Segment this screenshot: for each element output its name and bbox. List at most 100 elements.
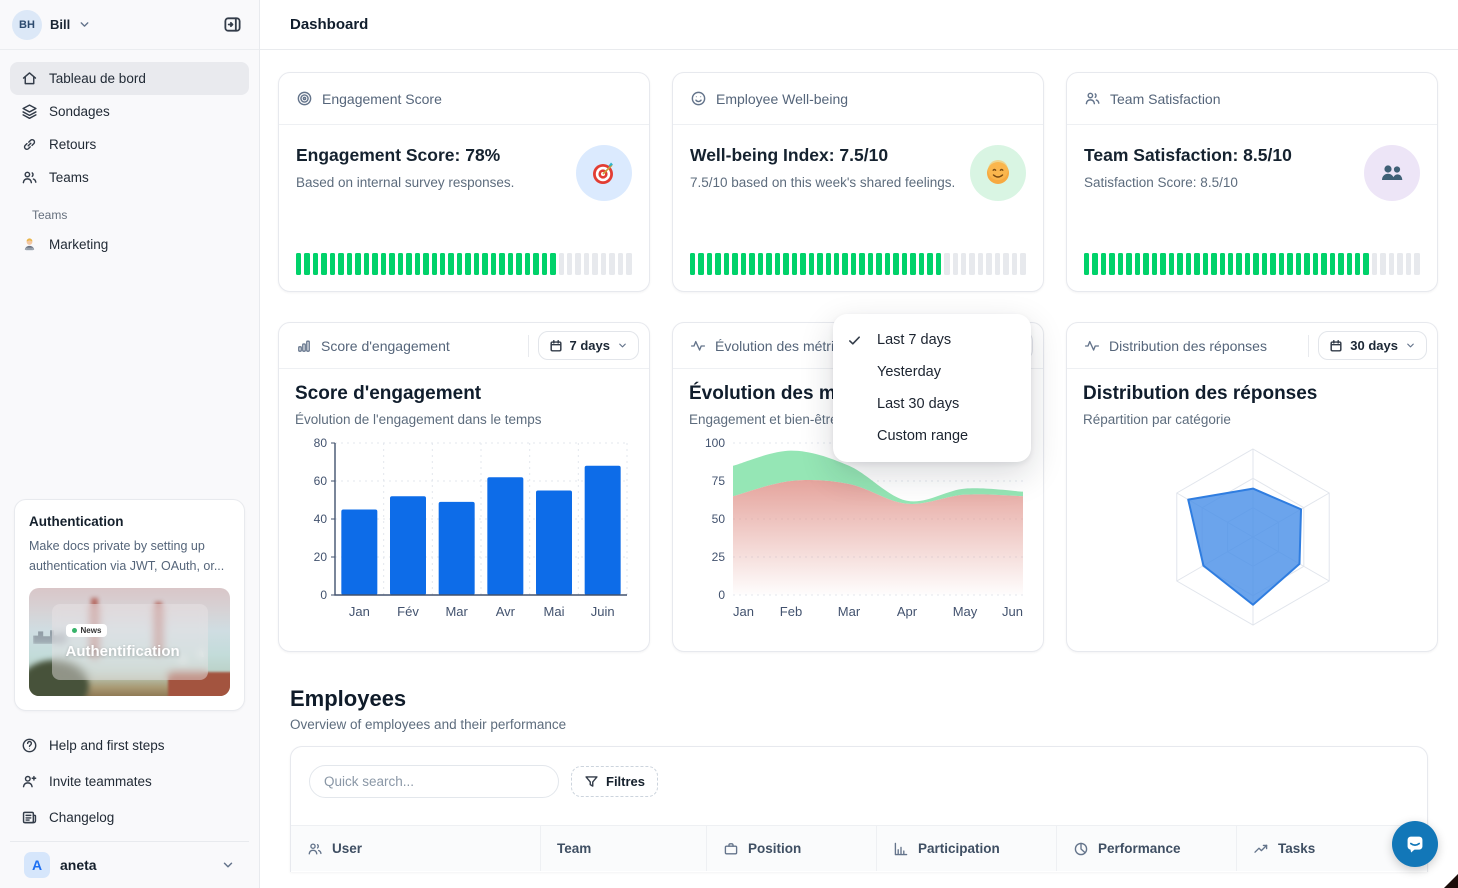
chat-launcher-button[interactable] — [1392, 821, 1438, 867]
engagement-score-card: Engagement Score Engagement Score: 78% B… — [278, 72, 650, 292]
chart-title: Score d'engagement — [295, 383, 482, 404]
collapse-sidebar-button[interactable] — [217, 10, 247, 40]
card-header: Engagement Score — [279, 73, 649, 125]
card-body: Well-being Index: 7.5/10 7.5/10 based on… — [673, 125, 1043, 291]
svg-text:Mai: Mai — [544, 604, 565, 619]
engagement-progress-bar — [279, 253, 649, 291]
card-header: Employee Well-being — [673, 73, 1043, 125]
main-area: Dashboard Engagement Score Engagement Sc… — [260, 0, 1458, 888]
chart-card-header: Distribution des réponses 30 days — [1067, 323, 1437, 369]
promo-image: News Authentification — [29, 588, 230, 696]
pie-chart-icon — [1074, 842, 1088, 855]
users-icon — [22, 171, 37, 184]
smiley-icon — [691, 91, 706, 106]
target-emoji — [576, 145, 632, 201]
table-toolbar: Filtres — [291, 747, 1427, 816]
employees-title: Employees — [290, 686, 407, 711]
sidebar-item-label: Invite teammates — [49, 773, 152, 789]
svg-text:Feb: Feb — [780, 604, 802, 619]
sidebar-item-invite[interactable]: Invite teammates — [10, 763, 249, 799]
satisfaction-progress-bar — [1067, 253, 1437, 291]
svg-text:Juin: Juin — [591, 604, 615, 619]
column-header-tasks[interactable]: Tasks — [1237, 826, 1427, 871]
authentication-promo-card[interactable]: Authentication Make docs private by sett… — [14, 499, 245, 711]
wellbeing-card: Employee Well-being Well-being Index: 7.… — [672, 72, 1044, 292]
wellbeing-progress-bar — [673, 253, 1043, 291]
search-input[interactable] — [309, 765, 559, 798]
svg-text:Fév: Fév — [397, 604, 419, 619]
range-selector-button[interactable]: 30 days — [1318, 331, 1427, 360]
sidebar-section-teams: Teams — [32, 208, 68, 222]
briefcase-icon — [724, 842, 738, 854]
home-icon — [22, 72, 37, 85]
technologist-emoji-icon — [24, 238, 35, 251]
people-emoji-icon — [1382, 165, 1403, 180]
menu-item-last-30-days[interactable]: Last 30 days — [877, 396, 960, 412]
svg-text:80: 80 — [314, 436, 328, 450]
stat-title: Team Satisfaction: 8.5/10 — [1084, 145, 1292, 165]
sidebar-item-surveys[interactable]: Sondages — [10, 95, 249, 128]
menu-item-last-7-days[interactable]: Last 7 days — [833, 324, 1031, 356]
card-body: Team Satisfaction: 8.5/10 Satisfaction S… — [1067, 125, 1437, 291]
range-dropdown-menu: Last 7 days Yesterday Last 30 days Custo… — [833, 314, 1031, 462]
sidebar-item-help[interactable]: Help and first steps — [10, 727, 249, 763]
chevron-down-icon — [223, 862, 233, 868]
svg-text:Mar: Mar — [838, 604, 861, 619]
user-name[interactable]: Bill — [50, 17, 71, 32]
sidebar-footer: Help and first steps Invite teammates Ch… — [0, 721, 259, 888]
chat-bubble-icon — [1407, 836, 1423, 853]
column-header-participation[interactable]: Participation — [877, 826, 1057, 871]
workspace-switcher[interactable]: A aneta — [10, 842, 249, 888]
sidebar-item-feedback[interactable]: Retours — [10, 128, 249, 161]
sidebar-item-dashboard[interactable]: Tableau de bord — [10, 62, 249, 95]
svg-text:Mar: Mar — [445, 604, 468, 619]
promo-title: Authentication — [29, 514, 124, 530]
card-header-label: Employee Well-being — [716, 90, 849, 107]
stat-title: Engagement Score: 78% — [296, 145, 501, 165]
sidebar-user-row: BH Bill — [0, 0, 259, 50]
menu-item-custom-range[interactable]: Custom range — [877, 428, 969, 444]
check-icon — [849, 335, 860, 345]
sidebar-item-changelog[interactable]: Changelog — [10, 799, 249, 835]
svg-text:0: 0 — [718, 588, 725, 602]
metrics-area-chart: 0 25 50 75 100 Jan Feb Mar Apr May Jun — [705, 436, 1023, 619]
column-header-position[interactable]: Position — [707, 826, 877, 871]
promo-description: Make docs private by setting up authenti… — [29, 539, 225, 573]
sidebar-item-label: Marketing — [49, 237, 109, 252]
mouse-cursor — [1444, 874, 1458, 888]
bar-chart-icon — [298, 340, 310, 352]
card-body: Engagement Score: 78% Based on internal … — [279, 125, 649, 291]
stat-subtitle: 7.5/10 based on this week's shared feeli… — [690, 175, 956, 190]
range-selector-button[interactable]: 7 days — [537, 331, 639, 360]
page-title: Dashboard — [290, 16, 369, 33]
bar-chart-icon — [894, 842, 908, 855]
employees-subtitle: Overview of employees and their performa… — [290, 717, 567, 732]
chevron-down-icon[interactable] — [78, 18, 91, 31]
engagement-bar-chart: 0 20 40 60 80 Jan Fév Mar Avr Mai Juin — [314, 436, 628, 619]
svg-text:0: 0 — [320, 588, 327, 602]
news-badge: News — [65, 624, 108, 637]
svg-text:May: May — [953, 604, 978, 619]
menu-item-yesterday[interactable]: Yesterday — [877, 364, 941, 380]
chart-subtitle: Engagement et bien-être — [689, 412, 838, 427]
svg-text:75: 75 — [712, 474, 726, 488]
stats-row: Engagement Score Engagement Score: 78% B… — [278, 72, 1440, 292]
responses-distribution-card: Distribution des réponses 30 days Distri… — [1066, 322, 1438, 652]
chart-subtitle: Évolution de l'engagement dans le temps — [295, 412, 542, 427]
calendar-icon — [1330, 339, 1342, 352]
content: Engagement Score Engagement Score: 78% B… — [260, 50, 1458, 888]
filters-button[interactable]: Filtres — [571, 766, 659, 797]
chart-body: Évolution des métriques Engagement et bi… — [673, 369, 1043, 651]
svg-text:Apr: Apr — [897, 604, 918, 619]
sidebar-item-teams[interactable]: Teams — [10, 161, 249, 194]
sidebar-item-marketing[interactable]: Marketing — [10, 228, 249, 261]
chart-header-label: Distribution des réponses — [1109, 337, 1267, 354]
column-header-user[interactable]: User — [291, 826, 541, 871]
sidebar-item-label: Retours — [49, 137, 97, 152]
target-emoji-icon — [593, 162, 613, 184]
column-header-team[interactable]: Team — [541, 826, 707, 871]
column-header-performance[interactable]: Performance — [1057, 826, 1237, 871]
sidebar-item-label: Sondages — [49, 104, 110, 119]
activity-icon — [1084, 340, 1100, 351]
